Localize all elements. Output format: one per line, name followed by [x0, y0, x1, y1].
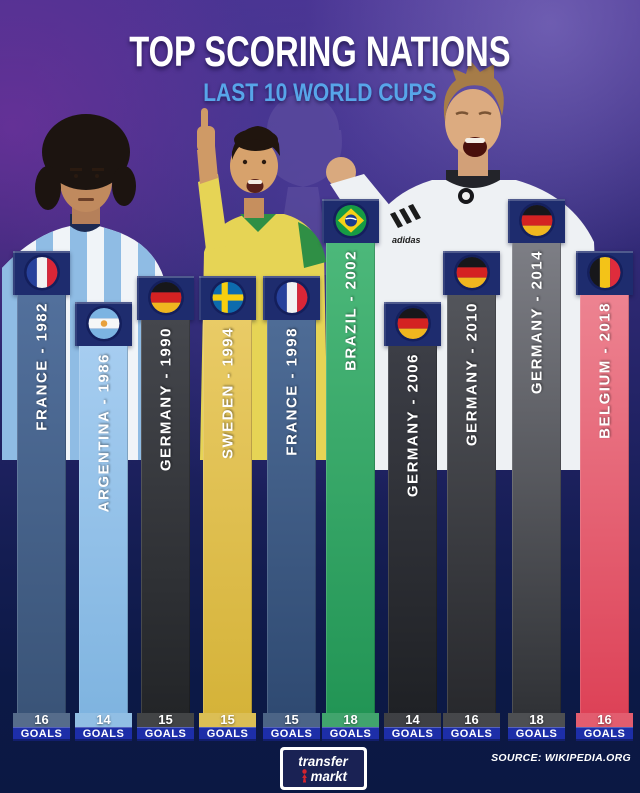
goals-label: GOALS	[322, 727, 379, 741]
france-flag-icon	[276, 282, 307, 313]
bar-body: GERMANY - 2010	[447, 295, 496, 713]
bar-label: FRANCE - 1998	[283, 327, 300, 456]
goals-count: 16	[443, 713, 500, 727]
bar-label: ARGENTINA - 1986	[95, 353, 112, 513]
bar-label: SWEDEN - 1994	[219, 327, 236, 460]
bar-body: FRANCE - 1998	[267, 320, 316, 713]
goals-label: GOALS	[384, 727, 441, 741]
bar-label: GERMANY - 1990	[157, 327, 174, 472]
goals-count: 14	[75, 713, 132, 727]
page-subtitle: LAST 10 WORLD CUPS	[203, 79, 437, 107]
goals-count: 15	[199, 713, 256, 727]
brazil-flag-icon	[335, 205, 366, 236]
germany-flag-icon	[397, 308, 428, 339]
germany-flag-icon	[521, 205, 552, 236]
bar-label: GERMANY - 2010	[463, 302, 480, 447]
bar-germany-2014: GERMANY - 2014 18 GOALS	[508, 199, 565, 741]
bar-cap	[199, 276, 256, 320]
source-text: SOURCE: WIKIPEDIA.ORG	[491, 752, 631, 764]
bar-france-1982: FRANCE - 1982 16 GOALS	[13, 251, 70, 741]
goals-count: 15	[263, 713, 320, 727]
svg-text:adidas: adidas	[392, 235, 421, 245]
bar-germany-2006: GERMANY - 2006 14 GOALS	[384, 302, 441, 741]
logo-line1: transfer	[298, 752, 349, 769]
bar-cap	[384, 302, 441, 346]
bar-body: BELGIUM - 2018	[580, 295, 629, 713]
bar-body: BRAZIL - 2002	[326, 243, 375, 713]
bar-brazil-2002: BRAZIL - 2002 18 GOALS	[322, 199, 379, 741]
argentina-flag-icon	[88, 308, 119, 339]
goals-count: 16	[13, 713, 70, 727]
bar-body: GERMANY - 2006	[388, 346, 437, 713]
bar-label: BRAZIL - 2002	[342, 250, 359, 371]
goals-count: 14	[384, 713, 441, 727]
bar-label: GERMANY - 2014	[528, 250, 545, 395]
goals-label: GOALS	[263, 727, 320, 741]
germany-flag-icon	[150, 282, 181, 313]
transfermarkt-mascot-icon	[302, 769, 307, 783]
bar-germany-1990: GERMANY - 1990 15 GOALS	[137, 276, 194, 741]
goals-label: GOALS	[576, 727, 633, 741]
germany-flag-icon	[456, 257, 487, 288]
sweden-flag-icon	[212, 282, 243, 313]
header: TOP SCORING NATIONS LAST 10 WORLD CUPS	[0, 28, 640, 108]
bar-label: FRANCE - 1982	[33, 302, 50, 431]
bar-belgium-2018: BELGIUM - 2018 16 GOALS	[576, 251, 633, 741]
goals-count: 16	[576, 713, 633, 727]
bar-sweden-1994: SWEDEN - 1994 15 GOALS	[199, 276, 256, 741]
bar-cap	[322, 199, 379, 243]
bar-cap	[13, 251, 70, 295]
bar-cap	[137, 276, 194, 320]
bar-body: SWEDEN - 1994	[203, 320, 252, 713]
bar-france-1998: FRANCE - 1998 15 GOALS	[263, 276, 320, 741]
bar-argentina-1986: ARGENTINA - 1986 14 GOALS	[75, 302, 132, 741]
bar-cap	[75, 302, 132, 346]
bar-body: GERMANY - 1990	[141, 320, 190, 713]
bar-body: FRANCE - 1982	[17, 295, 66, 713]
goals-label: GOALS	[137, 727, 194, 741]
france-flag-icon	[26, 257, 57, 288]
goals-count: 18	[508, 713, 565, 727]
bar-label: GERMANY - 2006	[404, 353, 421, 498]
goals-label: GOALS	[199, 727, 256, 741]
bar-cap	[263, 276, 320, 320]
goals-count: 18	[322, 713, 379, 727]
bar-cap	[443, 251, 500, 295]
goals-label: GOALS	[13, 727, 70, 741]
bar-germany-2010: GERMANY - 2010 16 GOALS	[443, 251, 500, 741]
goals-label: GOALS	[508, 727, 565, 741]
goals-label: GOALS	[443, 727, 500, 741]
page-title: TOP SCORING NATIONS	[129, 28, 511, 76]
transfermarkt-logo: transfer markt	[280, 747, 367, 790]
bar-body: GERMANY - 2014	[512, 243, 561, 713]
bar-body: ARGENTINA - 1986	[79, 346, 128, 713]
bar-cap	[576, 251, 633, 295]
belgium-flag-icon	[589, 257, 620, 288]
goals-label: GOALS	[75, 727, 132, 741]
goals-count: 15	[137, 713, 194, 727]
bar-cap	[508, 199, 565, 243]
logo-line2: markt	[310, 767, 347, 784]
bar-label: BELGIUM - 2018	[596, 302, 613, 439]
